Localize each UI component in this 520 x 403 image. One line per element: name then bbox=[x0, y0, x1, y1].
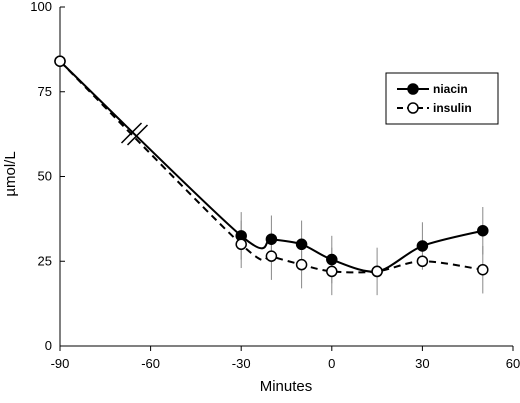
y-tick-label: 25 bbox=[38, 253, 52, 268]
axis-break-mark bbox=[126, 124, 149, 146]
data-point-niacin bbox=[326, 253, 338, 266]
x-axis-label: Minutes bbox=[260, 378, 313, 395]
legend-label-insulin: insulin bbox=[433, 101, 472, 115]
data-point-insulin bbox=[326, 265, 338, 278]
x-tick-label: 0 bbox=[328, 356, 335, 371]
data-point-insulin bbox=[235, 238, 247, 251]
x-tick-label: 30 bbox=[415, 356, 429, 371]
y-tick-label: 50 bbox=[38, 169, 52, 184]
x-tick-label: -30 bbox=[232, 356, 251, 371]
legend-box bbox=[385, 72, 499, 125]
legend: niacin insulin bbox=[385, 72, 499, 125]
axis-break-mark bbox=[120, 122, 143, 144]
y-tick-label: 75 bbox=[38, 84, 52, 99]
data-point-insulin bbox=[265, 250, 278, 262]
data-point-insulin bbox=[477, 263, 489, 276]
y-tick-label: 100 bbox=[30, 0, 52, 14]
data-point-insulin bbox=[54, 55, 66, 67]
y-axis-label: µmol/L bbox=[2, 151, 19, 196]
legend-marker-niacin bbox=[407, 83, 419, 95]
axes bbox=[59, 6, 514, 351]
data-point-niacin bbox=[295, 238, 308, 251]
data-point-insulin bbox=[416, 255, 429, 267]
legend-label-niacin: niacin bbox=[433, 82, 468, 96]
series-markers bbox=[54, 55, 489, 278]
data-point-niacin bbox=[265, 233, 278, 245]
tick-labels: 0 25 50 75 100 -90 -60 -30 0 30 60 bbox=[30, 0, 520, 371]
data-point-insulin bbox=[371, 265, 383, 278]
x-tick-label: 60 bbox=[506, 356, 520, 371]
x-tick-label: -60 bbox=[141, 356, 160, 371]
legend-marker-insulin bbox=[407, 102, 419, 114]
x-tick-label: -90 bbox=[51, 356, 70, 371]
data-point-insulin bbox=[295, 258, 308, 271]
error-bars bbox=[240, 207, 484, 296]
data-point-niacin bbox=[416, 240, 429, 252]
y-tick-label: 0 bbox=[45, 338, 52, 353]
data-point-niacin bbox=[477, 224, 489, 237]
